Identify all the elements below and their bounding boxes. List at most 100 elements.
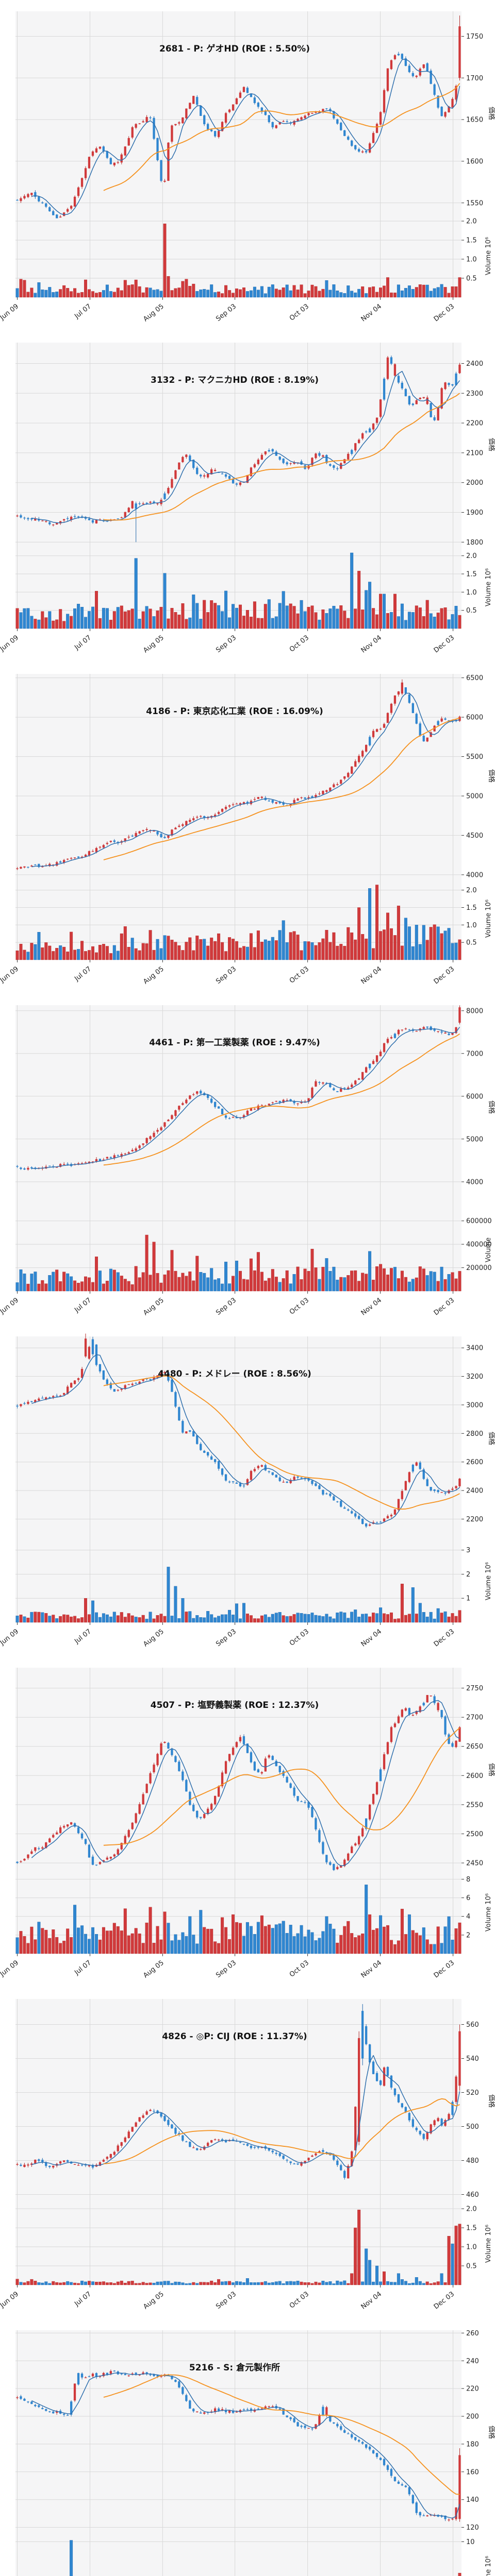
svg-text:120: 120 — [466, 2524, 479, 2532]
x-axis: Jun 09 Jul 07 Aug 05 Sep 03 Oct 03 Nov 04 Dec … — [0, 1622, 456, 1649]
chart-title: 4480 - P: メドレー (ROE : 8.56%) — [158, 1369, 311, 1379]
volume-axis: 2.0 1.5 1.0 0.5 — [461, 2206, 477, 2270]
svg-text:3000: 3000 — [466, 1401, 483, 1409]
svg-text:1.0: 1.0 — [466, 589, 477, 597]
svg-text:Oct 03: Oct 03 — [288, 1959, 310, 1978]
stock-chart-4507: 4507 - P: 塩野義製薬 (ROE : 12.37%) 2750 2700 26… — [0, 1656, 495, 1988]
x-axis: Jun 09 Jul 07 Aug 05 Sep 03 Oct 03 Nov 04 Dec … — [0, 629, 456, 655]
svg-text:Aug 05: Aug 05 — [142, 965, 166, 986]
x-axis: Jun 09 Jul 07 Aug 05 Sep 03 Oct 03 Nov 04 Dec … — [0, 960, 456, 986]
svg-text:2.0: 2.0 — [466, 552, 477, 560]
price-axis: 1750 1700 1650 1600 1550 — [461, 33, 483, 207]
svg-text:2500: 2500 — [466, 1831, 483, 1838]
svg-text:Dec 03: Dec 03 — [433, 2290, 456, 2311]
svg-text:2200: 2200 — [466, 420, 483, 428]
svg-text:200: 200 — [466, 2413, 479, 2421]
ma-short-line — [31, 692, 460, 868]
svg-text:2: 2 — [466, 1571, 470, 1579]
volume-bars — [15, 552, 461, 629]
candlestick-volume-chart: 4480 - P: メドレー (ROE : 8.56%) 3400 3200 3000… — [0, 1333, 495, 1649]
ma-short-line — [31, 370, 460, 523]
svg-text:Dec 03: Dec 03 — [433, 1628, 456, 1648]
candlestick-volume-chart: 3132 - P: マクニカHD (ROE : 8.19%) 2400 2300 22… — [0, 343, 495, 655]
candle-bodies — [16, 1695, 461, 1870]
price-axis-label: 価格 — [487, 107, 495, 120]
svg-text:Nov 04: Nov 04 — [360, 634, 384, 654]
svg-text:Jul 07: Jul 07 — [73, 634, 93, 652]
volume-axis-label: Volume 10⁶ — [485, 2556, 492, 2576]
svg-text:2450: 2450 — [466, 1860, 483, 1868]
svg-text:1.5: 1.5 — [466, 2225, 477, 2232]
svg-text:3: 3 — [466, 1547, 470, 1554]
stock-chart-4480: 4480 - P: メドレー (ROE : 8.56%) 3400 3200 3000… — [0, 1325, 495, 1656]
svg-text:2750: 2750 — [466, 1685, 483, 1692]
volume-axis: 2.0 1.5 1.0 0.5 — [461, 887, 477, 947]
svg-text:2.0: 2.0 — [466, 218, 477, 226]
x-axis: Jun 09 Jul 07 Aug 05 Sep 03 Oct 03 Nov 04 Dec … — [0, 1291, 456, 1317]
svg-text:1.0: 1.0 — [466, 2244, 477, 2251]
svg-text:Jun 09: Jun 09 — [0, 965, 20, 985]
price-axis-label: 価格 — [487, 769, 495, 783]
ma-long-line — [103, 2374, 460, 2495]
svg-text:1900: 1900 — [466, 509, 483, 517]
svg-text:2600: 2600 — [466, 1772, 483, 1780]
svg-text:200000: 200000 — [466, 1264, 492, 1272]
volume-axis: 2.0 1.5 1.0 0.5 — [461, 552, 477, 615]
svg-text:Nov 04: Nov 04 — [360, 302, 384, 323]
candlestick-volume-chart: 2681 - P: ゲオHD (ROE : 5.50%) 1750 1700 1650… — [0, 11, 495, 324]
svg-text:3400: 3400 — [466, 1345, 483, 1352]
svg-text:1800: 1800 — [466, 539, 483, 547]
svg-text:Aug 05: Aug 05 — [142, 302, 166, 323]
svg-text:10: 10 — [466, 2538, 475, 2546]
ma-long-line — [103, 83, 460, 191]
candlestick-volume-chart: 4507 - P: 塩野義製薬 (ROE : 12.37%)2750270026… — [0, 1668, 495, 1980]
price-axis: 560 540 520 500 480 460 — [461, 2021, 479, 2199]
chart-title: 4186 - P: 東京応化工業 (ROE : 16.09%) — [146, 706, 323, 717]
svg-text:1.0: 1.0 — [466, 256, 477, 264]
x-axis: Jun 09 Jul 07 Aug 05 Sep 03 Oct 03 Nov 04 Dec … — [0, 1954, 456, 1980]
svg-text:5500: 5500 — [466, 753, 483, 761]
svg-text:7000: 7000 — [466, 1050, 483, 1058]
svg-text:180: 180 — [466, 2441, 479, 2448]
svg-text:540: 540 — [466, 2055, 479, 2063]
svg-text:1: 1 — [466, 1595, 470, 1603]
svg-text:2: 2 — [466, 1931, 470, 1939]
volume-bars — [15, 224, 461, 298]
ma-long-line — [103, 717, 460, 860]
volume-axis-label: Volume — [485, 1238, 492, 1262]
ma-long-line — [103, 1033, 460, 1166]
volume-axis: 8 6 4 2 — [461, 1876, 470, 1939]
chart-title: 4507 - P: 塩野義製薬 (ROE : 12.37%) — [151, 1700, 319, 1710]
ma-short-line — [31, 2372, 460, 2519]
svg-text:6: 6 — [466, 1894, 470, 1902]
svg-text:160: 160 — [466, 2468, 479, 2476]
svg-text:1750: 1750 — [466, 33, 483, 41]
price-axis-label: 価格 — [487, 2426, 495, 2439]
svg-text:Dec 03: Dec 03 — [433, 965, 456, 986]
svg-text:260: 260 — [466, 2330, 479, 2337]
svg-text:2400: 2400 — [466, 1487, 483, 1495]
price-axis: 2750 2700 2650 2600 2550 2500 2450 — [461, 1685, 483, 1868]
svg-text:2650: 2650 — [466, 1743, 483, 1751]
svg-text:Oct 03: Oct 03 — [288, 1296, 310, 1316]
svg-text:Oct 03: Oct 03 — [288, 634, 310, 653]
svg-text:Dec 03: Dec 03 — [433, 1959, 456, 1979]
candle-bodies — [16, 1338, 461, 1527]
volume-axis-label: Volume 10⁶ — [485, 1893, 492, 1931]
svg-text:500: 500 — [466, 2123, 479, 2131]
ma-long-line — [103, 393, 460, 521]
ma-long-line — [103, 2098, 460, 2164]
ma-short-line — [31, 58, 460, 215]
svg-text:0.5: 0.5 — [466, 2263, 477, 2270]
svg-text:4: 4 — [466, 1913, 470, 1921]
stock-chart-5216: 5216 - S: 倉元製作所 260 240 220 200 180 160 140 120 価… — [0, 2319, 495, 2576]
svg-text:Jun 09: Jun 09 — [0, 2290, 20, 2310]
svg-text:6000: 6000 — [466, 714, 483, 722]
volume-axis: 3 2 1 — [461, 1547, 470, 1603]
svg-text:6500: 6500 — [466, 674, 483, 682]
svg-text:Dec 03: Dec 03 — [433, 1296, 456, 1317]
svg-text:1550: 1550 — [466, 199, 483, 207]
ma-short-line — [31, 2055, 460, 2168]
svg-text:220: 220 — [466, 2385, 479, 2393]
